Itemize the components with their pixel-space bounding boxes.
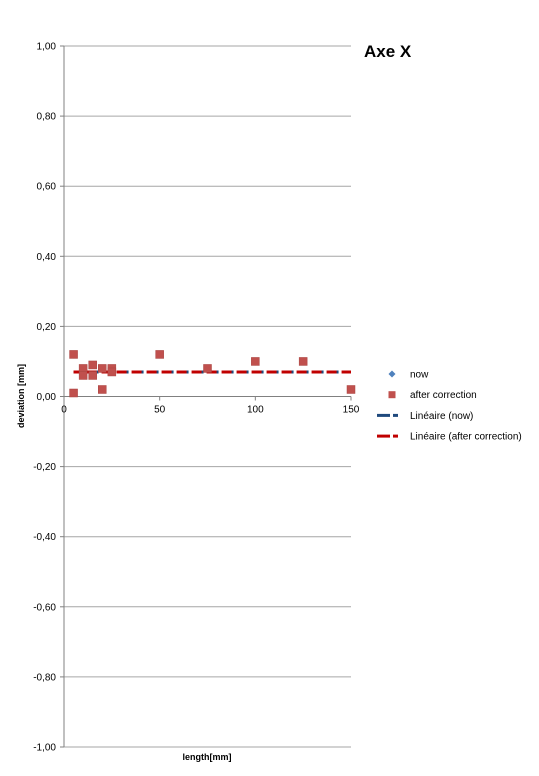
y-tick-label: 0,20 — [37, 322, 57, 333]
legend: now after correction Linéaire (now) Linéair… — [377, 370, 522, 443]
data-point-after-correction — [98, 364, 107, 373]
y-tick-label: 1,00 — [37, 42, 57, 53]
legend-marker — [388, 370, 396, 378]
data-point-after-correction — [78, 371, 88, 380]
y-tick-label: 0,00 — [37, 392, 57, 403]
legend-item: now — [388, 370, 429, 381]
x-axis-ticks: 0 50 100 150 — [61, 396, 360, 416]
data-point-after-correction — [69, 388, 78, 398]
data-point-after-correction — [107, 367, 117, 377]
legend-item: Linéaire (after correction) — [377, 432, 522, 443]
legend-label: Linéaire (after correction) — [410, 432, 522, 443]
y-tick-label: -0,60 — [33, 602, 56, 613]
data-points — [69, 350, 356, 398]
legend-label: after correction — [410, 390, 477, 401]
x-tick-label: 50 — [154, 405, 166, 416]
y-tick-label: 0,80 — [37, 112, 57, 123]
y-axis-title: deviation [mm] — [16, 364, 26, 428]
y-tick-label: 0,60 — [37, 182, 57, 193]
axes — [63, 46, 351, 747]
y-tick-label: -0,40 — [33, 532, 56, 543]
data-point-after-correction — [69, 350, 78, 359]
data-point-after-correction — [251, 357, 260, 366]
x-axis-title: length[mm] — [183, 752, 232, 762]
x-tick-label: 100 — [247, 405, 264, 416]
legend-label: now — [410, 370, 429, 381]
legend-marker — [388, 391, 396, 399]
data-point-after-correction — [88, 360, 97, 370]
data-point-after-correction — [346, 385, 356, 394]
data-point-after-correction — [88, 371, 97, 380]
y-tick-label: -0,80 — [33, 672, 56, 683]
y-tick-label: -1,00 — [33, 743, 56, 754]
legend-label: Linéaire (now) — [410, 411, 473, 422]
data-point-after-correction — [203, 364, 212, 373]
grid-lines — [64, 45, 351, 748]
data-point-after-correction — [155, 350, 164, 359]
data-point-after-correction — [98, 385, 107, 394]
x-tick-label: 0 — [61, 405, 67, 416]
data-point-after-correction — [298, 357, 308, 366]
chart-title: Axe X — [364, 42, 412, 61]
legend-item: Linéaire (now) — [377, 411, 473, 422]
y-axis-ticks: 1,00 0,80 0,60 0,40 0,20 0,00 -0,20 -0,40 -0,60 -… — [33, 42, 64, 754]
y-tick-label: 0,40 — [37, 252, 57, 263]
legend-item: after correction — [388, 390, 477, 401]
y-tick-label: -0,20 — [33, 462, 56, 473]
x-tick-label: 150 — [343, 405, 360, 416]
